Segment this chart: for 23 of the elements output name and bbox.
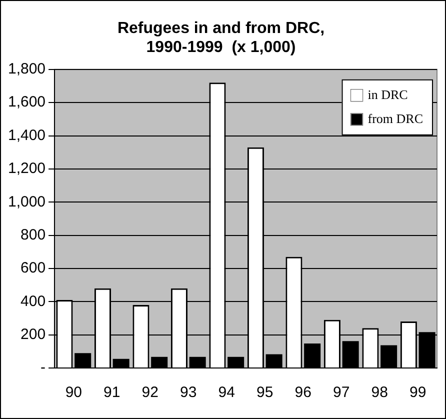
y-tick-label: 1,800	[8, 60, 46, 78]
x-tick-label: 94	[218, 384, 235, 402]
x-tick-label: 99	[410, 384, 426, 402]
y-tick-label: 1,200	[8, 160, 46, 178]
y-tick-label: 1,600	[8, 94, 46, 111]
x-tick-label: 92	[142, 384, 158, 402]
x-tick-label: 93	[180, 384, 197, 402]
y-tick-label: 600	[20, 260, 46, 277]
x-tick-label: 98	[371, 384, 388, 402]
x-tick-label: 95	[256, 384, 274, 402]
x-tick-label: 90	[65, 384, 82, 402]
y-tick-label: 200	[20, 326, 46, 343]
y-tick-label: -	[40, 359, 46, 376]
legend-label: in DRC	[368, 86, 408, 102]
y-tick-label: 400	[20, 292, 46, 310]
x-tick-label: 97	[333, 384, 350, 402]
x-tick-label: 91	[104, 384, 120, 402]
y-tick-label: 1,000	[8, 193, 46, 210]
y-tick-label: 1,400	[8, 126, 46, 144]
chart-title: Refugees in and from DRC, 1990-1999 (x 1,000)	[117, 20, 325, 56]
x-tick-label: 96	[294, 384, 312, 402]
legend-label: from DRC	[368, 110, 423, 126]
y-tick-label: 800	[20, 226, 46, 244]
